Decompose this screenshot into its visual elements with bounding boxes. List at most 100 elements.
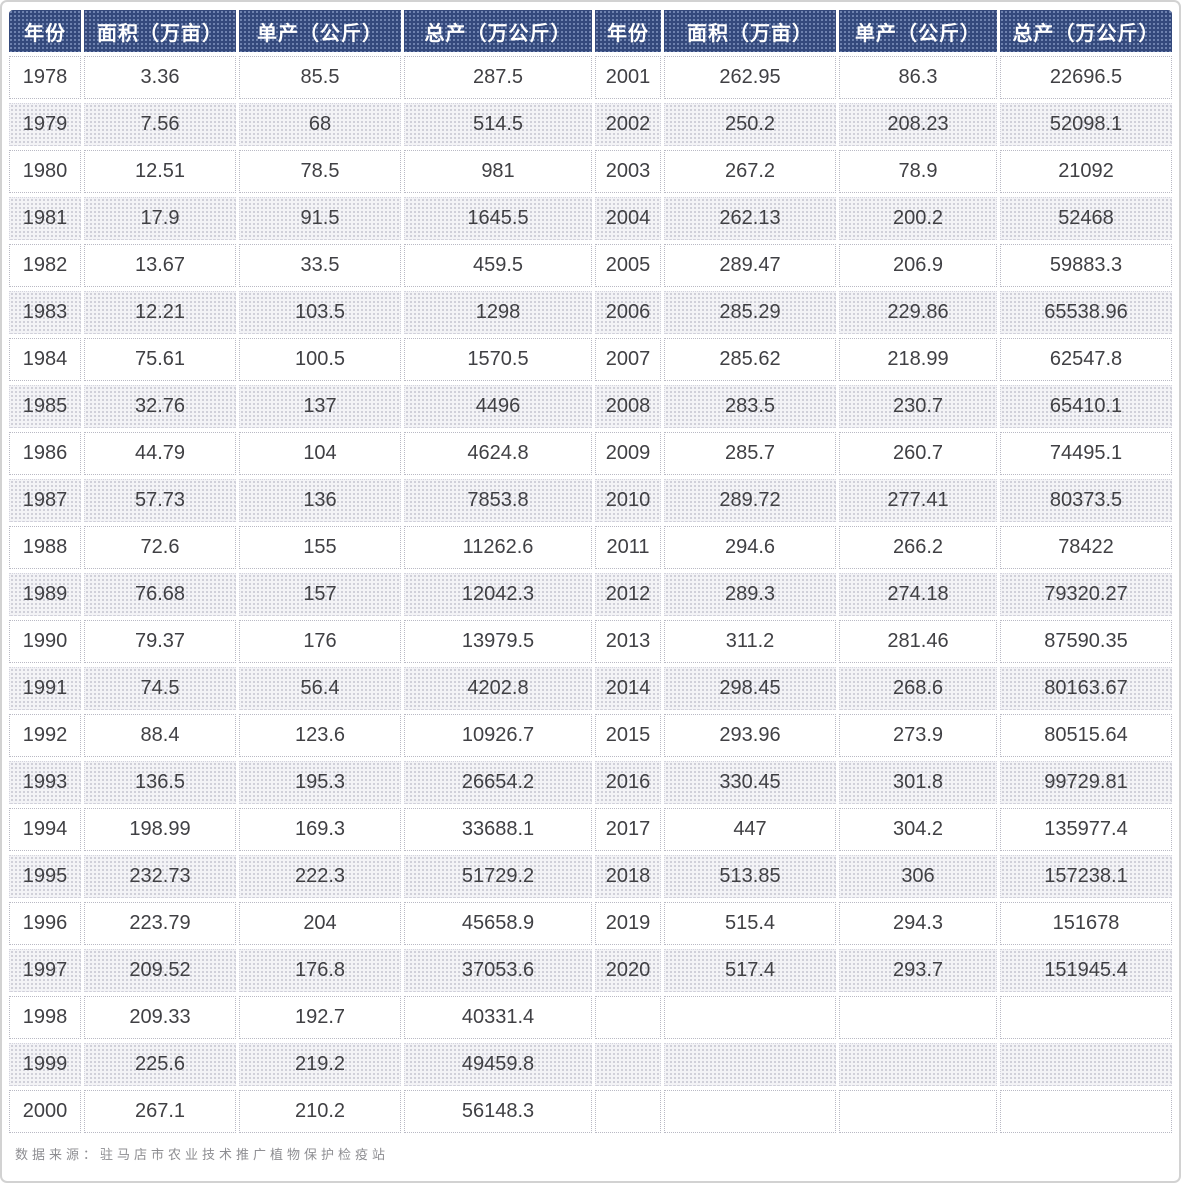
- table-row: 1995 232.73 222.3 51729.2 2018 513.85 306 15723…: [9, 855, 1172, 898]
- year-cell: 2000: [9, 1090, 81, 1133]
- yield-cell: [839, 1090, 997, 1133]
- total-cell: 1645.5: [404, 197, 592, 240]
- total-cell: 26654.2: [404, 761, 592, 804]
- yield-cell: 155: [239, 526, 401, 569]
- area-cell: 13.67: [84, 244, 236, 287]
- data-source-note: 数据来源：驻马店市农业技术推广植物保护检疫站: [15, 1147, 390, 1162]
- area-cell: 136.5: [84, 761, 236, 804]
- yield-cell: 219.2: [239, 1043, 401, 1086]
- table-row: 1986 44.79 104 4624.8 2009 285.7 260.7 74495.1: [9, 432, 1172, 475]
- yield-cell: 277.41: [839, 479, 997, 522]
- table-row: 1994 198.99 169.3 33688.1 2017 447 304.2 135977…: [9, 808, 1172, 851]
- yield-cell: 200.2: [839, 197, 997, 240]
- area-cell: 330.45: [664, 761, 836, 804]
- total-cell: 45658.9: [404, 902, 592, 945]
- year-cell: 2004: [595, 197, 661, 240]
- year-cell: 1997: [9, 949, 81, 992]
- yield-cell: 222.3: [239, 855, 401, 898]
- total-cell: 56148.3: [404, 1090, 592, 1133]
- year-cell: 1996: [9, 902, 81, 945]
- total-cell: 4202.8: [404, 667, 592, 710]
- table-row: 1983 12.21 103.5 1298 2006 285.29 229.86 65538.…: [9, 291, 1172, 334]
- year-cell: 2009: [595, 432, 661, 475]
- area-cell: 17.9: [84, 197, 236, 240]
- area-cell: 289.3: [664, 573, 836, 616]
- year-cell: 1989: [9, 573, 81, 616]
- yield-cell: 266.2: [839, 526, 997, 569]
- header-row: 年份 面积（万亩） 单产（公斤） 总产（万公斤） 年份 面积（万亩） 单产（公斤…: [9, 10, 1172, 52]
- area-cell: 294.6: [664, 526, 836, 569]
- yield-cell: 301.8: [839, 761, 997, 804]
- area-cell: [664, 1090, 836, 1133]
- area-cell: 267.1: [84, 1090, 236, 1133]
- area-cell: 32.76: [84, 385, 236, 428]
- table-body: 1978 3.36 85.5 287.5 2001 262.95 86.3 22696.5 19…: [9, 56, 1172, 1133]
- total-cell: 87590.35: [1000, 620, 1172, 663]
- year-cell: 2011: [595, 526, 661, 569]
- total-cell: 151678: [1000, 902, 1172, 945]
- area-cell: 79.37: [84, 620, 236, 663]
- table-row: 1984 75.61 100.5 1570.5 2007 285.62 218.99 6254…: [9, 338, 1172, 381]
- yield-cell: 210.2: [239, 1090, 401, 1133]
- year-cell: 2017: [595, 808, 661, 851]
- yield-cell: 176: [239, 620, 401, 663]
- table-row: 1997 209.52 176.8 37053.6 2020 517.4 293.7 1519…: [9, 949, 1172, 992]
- year-cell: 1982: [9, 244, 81, 287]
- table-row: 1985 32.76 137 4496 2008 283.5 230.7 65410.1: [9, 385, 1172, 428]
- year-cell: 2005: [595, 244, 661, 287]
- yield-cell: 293.7: [839, 949, 997, 992]
- yield-cell: 204: [239, 902, 401, 945]
- area-cell: 285.62: [664, 338, 836, 381]
- yield-cell: 78.5: [239, 150, 401, 193]
- total-cell: 22696.5: [1000, 56, 1172, 99]
- total-cell: 80163.67: [1000, 667, 1172, 710]
- yield-cell: 78.9: [839, 150, 997, 193]
- total-cell: 62547.8: [1000, 338, 1172, 381]
- total-cell: 37053.6: [404, 949, 592, 992]
- total-cell: 40331.4: [404, 996, 592, 1039]
- yield-cell: 123.6: [239, 714, 401, 757]
- yield-cell: 33.5: [239, 244, 401, 287]
- year-cell: 2008: [595, 385, 661, 428]
- table-row: 1978 3.36 85.5 287.5 2001 262.95 86.3 22696.5: [9, 56, 1172, 99]
- year-cell: 2001: [595, 56, 661, 99]
- year-cell: 2020: [595, 949, 661, 992]
- yield-cell: [839, 996, 997, 1039]
- area-cell: 262.95: [664, 56, 836, 99]
- yield-cell: 56.4: [239, 667, 401, 710]
- area-cell: 517.4: [664, 949, 836, 992]
- col-header-yield-left: 单产（公斤）: [239, 10, 401, 52]
- year-cell: 2013: [595, 620, 661, 663]
- area-cell: 75.61: [84, 338, 236, 381]
- total-cell: 10926.7: [404, 714, 592, 757]
- area-cell: 262.13: [664, 197, 836, 240]
- year-cell: 1984: [9, 338, 81, 381]
- total-cell: 12042.3: [404, 573, 592, 616]
- total-cell: 74495.1: [1000, 432, 1172, 475]
- yield-cell: 176.8: [239, 949, 401, 992]
- yield-cell: 281.46: [839, 620, 997, 663]
- area-cell: 289.72: [664, 479, 836, 522]
- table-row: 1980 12.51 78.5 981 2003 267.2 78.9 21092: [9, 150, 1172, 193]
- year-cell: 1983: [9, 291, 81, 334]
- area-cell: 72.6: [84, 526, 236, 569]
- area-cell: 3.36: [84, 56, 236, 99]
- table-row: 1996 223.79 204 45658.9 2019 515.4 294.3 151678: [9, 902, 1172, 945]
- yield-cell: 208.23: [839, 103, 997, 146]
- total-cell: 13979.5: [404, 620, 592, 663]
- year-cell: [595, 996, 661, 1039]
- total-cell: 287.5: [404, 56, 592, 99]
- area-cell: 76.68: [84, 573, 236, 616]
- year-cell: 1986: [9, 432, 81, 475]
- year-cell: 2006: [595, 291, 661, 334]
- year-cell: [595, 1090, 661, 1133]
- total-cell: 7853.8: [404, 479, 592, 522]
- table-row: 1988 72.6 155 11262.6 2011 294.6 266.2 78422: [9, 526, 1172, 569]
- table-row: 1990 79.37 176 13979.5 2013 311.2 281.46 87590.…: [9, 620, 1172, 663]
- yield-cell: 136: [239, 479, 401, 522]
- total-cell: 1298: [404, 291, 592, 334]
- year-cell: 2018: [595, 855, 661, 898]
- total-cell: 4496: [404, 385, 592, 428]
- area-cell: 12.21: [84, 291, 236, 334]
- year-cell: 2010: [595, 479, 661, 522]
